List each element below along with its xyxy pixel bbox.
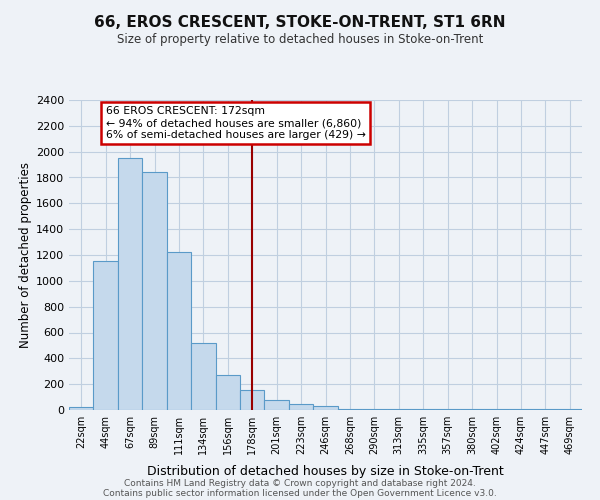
Text: 66, EROS CRESCENT, STOKE-ON-TRENT, ST1 6RN: 66, EROS CRESCENT, STOKE-ON-TRENT, ST1 6… <box>94 15 506 30</box>
Bar <box>191 343 215 410</box>
Bar <box>167 252 191 410</box>
Bar <box>362 408 386 410</box>
Bar <box>265 400 289 410</box>
Y-axis label: Number of detached properties: Number of detached properties <box>19 162 32 348</box>
Text: Size of property relative to detached houses in Stoke-on-Trent: Size of property relative to detached ho… <box>117 32 483 46</box>
Bar <box>289 404 313 410</box>
Bar <box>142 172 167 410</box>
Text: Contains public sector information licensed under the Open Government Licence v3: Contains public sector information licen… <box>103 488 497 498</box>
Bar <box>94 262 118 410</box>
Bar <box>338 408 362 410</box>
Text: Contains HM Land Registry data © Crown copyright and database right 2024.: Contains HM Land Registry data © Crown c… <box>124 478 476 488</box>
X-axis label: Distribution of detached houses by size in Stoke-on-Trent: Distribution of detached houses by size … <box>147 466 504 478</box>
Bar <box>118 158 142 410</box>
Bar <box>240 390 265 410</box>
Bar <box>69 407 94 410</box>
Bar <box>313 406 338 410</box>
Text: 66 EROS CRESCENT: 172sqm
← 94% of detached houses are smaller (6,860)
6% of semi: 66 EROS CRESCENT: 172sqm ← 94% of detach… <box>106 106 365 140</box>
Bar <box>215 375 240 410</box>
